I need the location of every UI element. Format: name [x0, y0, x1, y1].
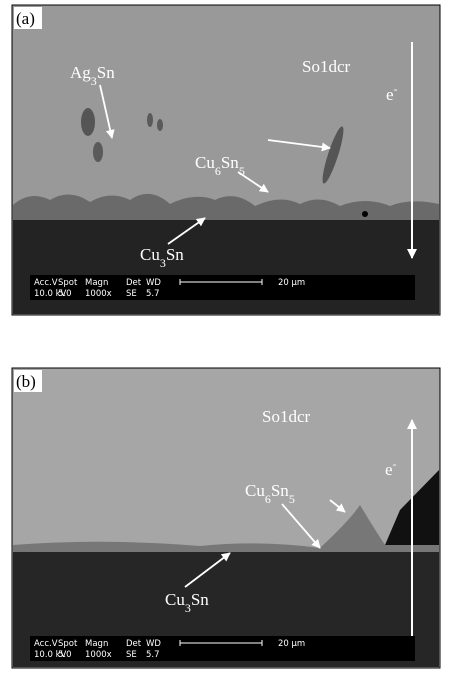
annotation-part: So1dcr: [302, 57, 351, 76]
page: {"panels":[ {"label":"(a)", "annotations…: [0, 0, 453, 675]
annotation-part: Sn: [191, 590, 209, 609]
annotation-part: So1dcr: [262, 407, 311, 426]
micrograph-b: [12, 368, 440, 668]
info-header: Acc.V: [34, 278, 58, 288]
info-header: Det: [126, 278, 142, 288]
scale-label: 20 µm: [278, 639, 305, 649]
annotation: So1dcr: [302, 57, 351, 76]
info-value: 1000x: [85, 289, 112, 299]
annotation-part: Sn: [271, 481, 289, 500]
info-value: 5.0: [58, 289, 72, 299]
panel-label: (a): [16, 9, 35, 28]
annotation-part: Sn: [221, 153, 239, 172]
annotation-part: 5: [289, 492, 295, 506]
info-value: SE: [126, 650, 137, 660]
info-value: 5.0: [58, 650, 72, 660]
annotation: So1dcr: [262, 407, 311, 426]
info-value: 5.7: [146, 650, 160, 660]
info-header: Acc.V: [34, 639, 58, 649]
annotation-part: -: [394, 82, 398, 96]
info-value: SE: [126, 289, 137, 299]
annotation-part: Cu: [245, 481, 265, 500]
annotation-part: Cu: [195, 153, 215, 172]
info-value: 1000x: [85, 650, 112, 660]
info-header: Spot: [58, 639, 78, 649]
info-header: WD: [146, 278, 161, 288]
figure: (a)Ag3SnSo1dcre-Cu6Sn5Cu3SnAcc.VSpotMagn…: [0, 0, 453, 675]
scale-label: 20 µm: [278, 278, 305, 288]
info-header: Magn: [85, 639, 108, 649]
annotation-part: e: [385, 460, 393, 479]
annotation-part: e: [386, 85, 394, 104]
info-header: Det: [126, 639, 142, 649]
annotation-part: Cu: [140, 245, 160, 264]
info-header: Spot: [58, 278, 78, 288]
info-header: Magn: [85, 278, 108, 288]
info-value: 5.7: [146, 289, 160, 299]
info-header: WD: [146, 639, 161, 649]
annotation-part: -: [393, 457, 397, 471]
panel-label: (b): [16, 372, 36, 391]
annotation-part: Sn: [166, 245, 184, 264]
annotation-part: Ag: [70, 63, 91, 82]
annotation-part: Cu: [165, 590, 185, 609]
annotation-part: Sn: [97, 63, 115, 82]
